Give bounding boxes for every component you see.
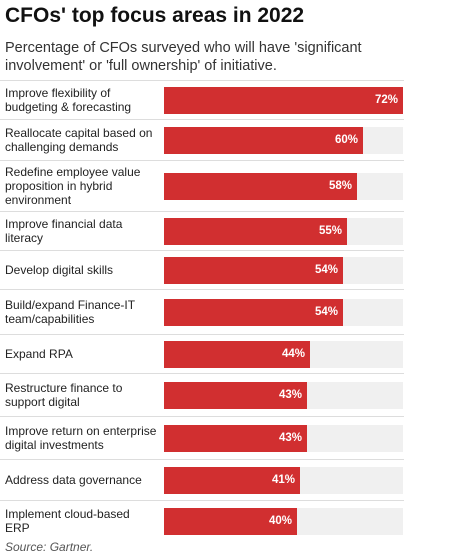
bar-row: Address data governance 41% (0, 459, 404, 500)
bar (164, 425, 307, 452)
bar-track: 54% (164, 257, 403, 284)
bar-row: Develop digital skills 54% (0, 250, 404, 289)
bar-row: Improve flexibility of budgeting & forec… (0, 80, 404, 119)
bar-track: 60% (164, 127, 403, 154)
bar-chart: Improve flexibility of budgeting & forec… (0, 80, 404, 541)
source-note: Source: Gartner. (5, 540, 94, 554)
category-label: Develop digital skills (5, 263, 114, 277)
value-label: 58% (328, 180, 352, 192)
value-label: 40% (268, 515, 292, 527)
category-label: Restructure finance to support digital (5, 381, 123, 409)
category-label: Reallocate capital based on challenging … (5, 126, 153, 154)
category-label: Address data governance (5, 473, 142, 487)
bar-track: 43% (164, 382, 403, 409)
category-label: Redefine employee value proposition in h… (5, 165, 141, 207)
value-label: 60% (334, 134, 358, 146)
bar (164, 467, 300, 494)
category-label: Expand RPA (5, 347, 73, 361)
value-label: 41% (271, 474, 295, 486)
bar (164, 218, 347, 245)
bar-track: 41% (164, 467, 403, 494)
bar (164, 299, 343, 326)
value-label: 72% (374, 94, 398, 106)
bar-track: 72% (164, 87, 403, 114)
bar-track: 54% (164, 299, 403, 326)
bar (164, 173, 357, 200)
bar-track: 55% (164, 218, 403, 245)
bar-row: Improve financial data literacy 55% (0, 211, 404, 250)
value-label: 54% (314, 264, 338, 276)
bar (164, 257, 343, 284)
bar (164, 127, 363, 154)
chart-subtitle: Percentage of CFOs surveyed who will hav… (5, 40, 362, 74)
bar (164, 382, 307, 409)
value-label: 44% (281, 348, 305, 360)
bar-row: Reallocate capital based on challenging … (0, 119, 404, 160)
bar-track: 40% (164, 508, 403, 535)
value-label: 55% (318, 225, 342, 237)
bar-row: Implement cloud-based ERP 40% (0, 500, 404, 541)
value-label: 43% (278, 389, 302, 401)
bar (164, 508, 297, 535)
bar-row: Expand RPA 44% (0, 334, 404, 373)
category-label: Build/expand Finance-IT team/capabilitie… (5, 298, 135, 326)
bar-row: Restructure finance to support digital 43… (0, 373, 404, 416)
bar (164, 87, 403, 114)
bar-row: Improve return on enterprise digital inv… (0, 416, 404, 459)
bar-row: Build/expand Finance-IT team/capabilitie… (0, 289, 404, 334)
category-label: Implement cloud-based ERP (5, 507, 130, 535)
category-label: Improve flexibility of budgeting & forec… (5, 86, 132, 114)
chart-title: CFOs' top focus areas in 2022 (5, 4, 305, 27)
category-label: Improve return on enterprise digital inv… (5, 424, 157, 452)
bar-track: 58% (164, 173, 403, 200)
value-label: 54% (314, 306, 338, 318)
bar-track: 43% (164, 425, 403, 452)
value-label: 43% (278, 432, 302, 444)
bar (164, 341, 310, 368)
bar-track: 44% (164, 341, 403, 368)
category-label: Improve financial data literacy (5, 217, 123, 245)
bar-row: Redefine employee value proposition in h… (0, 160, 404, 211)
